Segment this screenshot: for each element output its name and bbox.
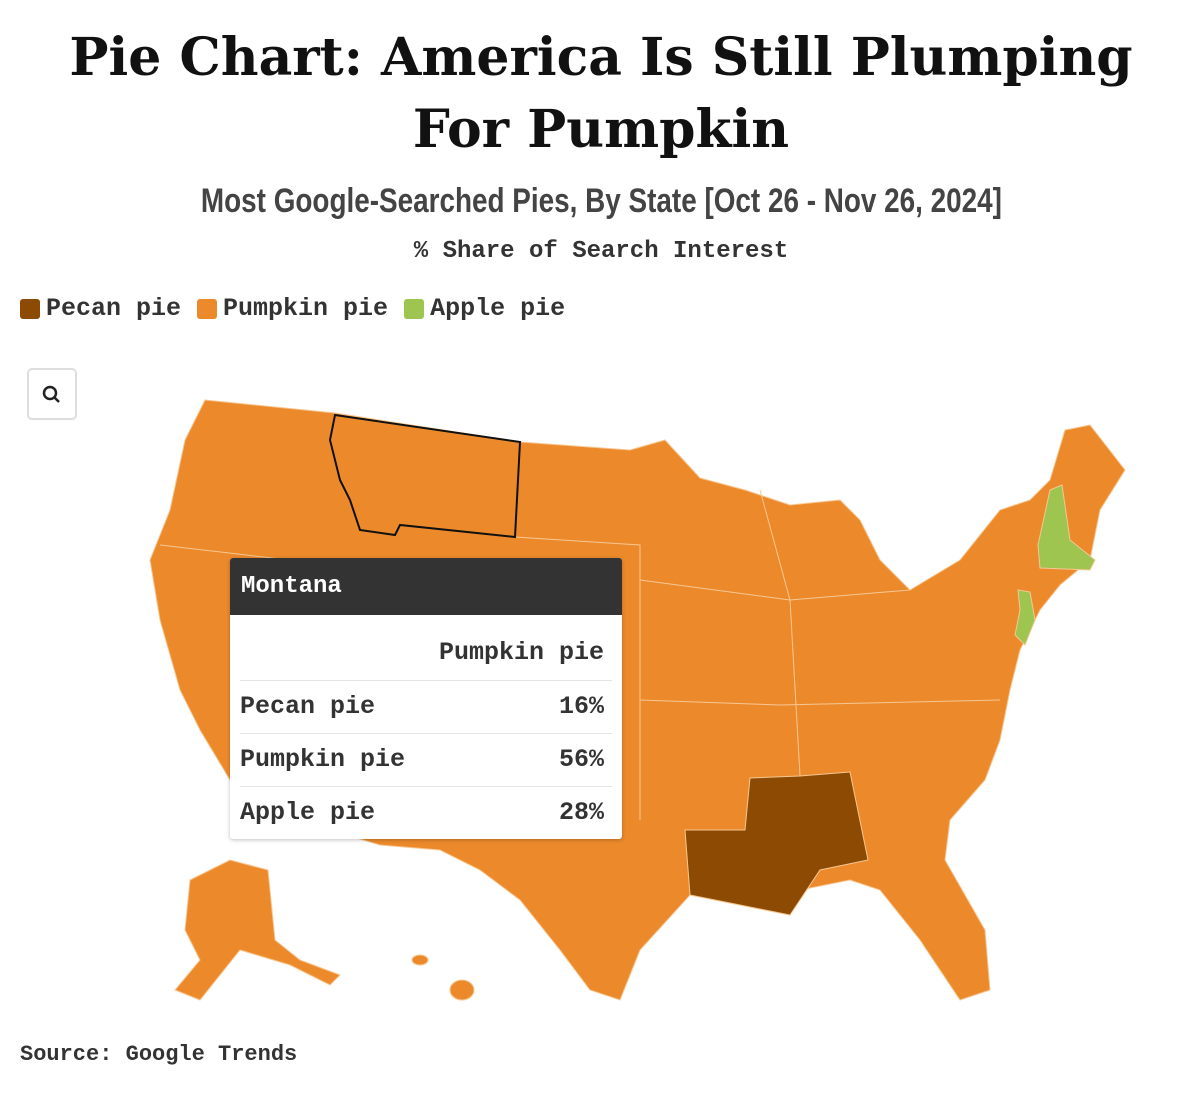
state-border (639, 699, 1001, 706)
tooltip-row: Pumpkin pie 56% (240, 734, 612, 787)
state-region (1037, 484, 1096, 571)
row-label: Pecan pie (240, 692, 376, 721)
search-icon (42, 385, 60, 403)
tooltip-column-header: Pumpkin pie (240, 615, 612, 681)
search-button[interactable] (27, 368, 77, 420)
row-value: 28% (558, 798, 604, 827)
tooltip-row: Pecan pie 16% (240, 681, 612, 734)
legend: Pecan pie Pumpkin pie Apple pie (20, 294, 565, 323)
tooltip-title: Montana (230, 558, 622, 615)
row-value: 16% (558, 692, 604, 721)
legend-swatch (197, 298, 218, 319)
legend-item: Apple pie (404, 294, 565, 323)
legend-item: Pecan pie (20, 294, 181, 323)
tooltip-row: Apple pie 28% (240, 787, 612, 839)
title: Pie Chart: America Is Still Plumping For… (69, 27, 1133, 160)
state-region (411, 954, 429, 966)
legend-label: Apple pie (430, 294, 566, 323)
legend-swatch (20, 298, 40, 319)
legend-item: Pumpkin pie (197, 294, 388, 323)
state-region (174, 859, 341, 1001)
subtitle-text: Most Google-Searched Pies, By State [Oct… (200, 182, 1002, 220)
legend-label: Pumpkin pie (223, 294, 389, 323)
state-region (449, 979, 475, 1001)
row-label: Apple pie (240, 798, 376, 827)
source: Source: Google Trends (20, 1042, 298, 1067)
tooltip: Montana Pumpkin pie Pecan pie 16% Pumpkin… (230, 558, 622, 839)
legend-label: Pecan pie (46, 294, 182, 323)
state-region (684, 771, 869, 916)
state-border (759, 489, 801, 777)
highlight-outline (328, 413, 522, 539)
unit-note: % Share of Search Interest (413, 238, 789, 265)
state-region (1014, 589, 1036, 646)
subtitle: Most Google-Searched Pies, By State [Oct… (0, 182, 1202, 221)
legend-swatch (404, 298, 425, 319)
row-value: 56% (558, 745, 604, 774)
row-label: Pumpkin pie (240, 745, 406, 774)
